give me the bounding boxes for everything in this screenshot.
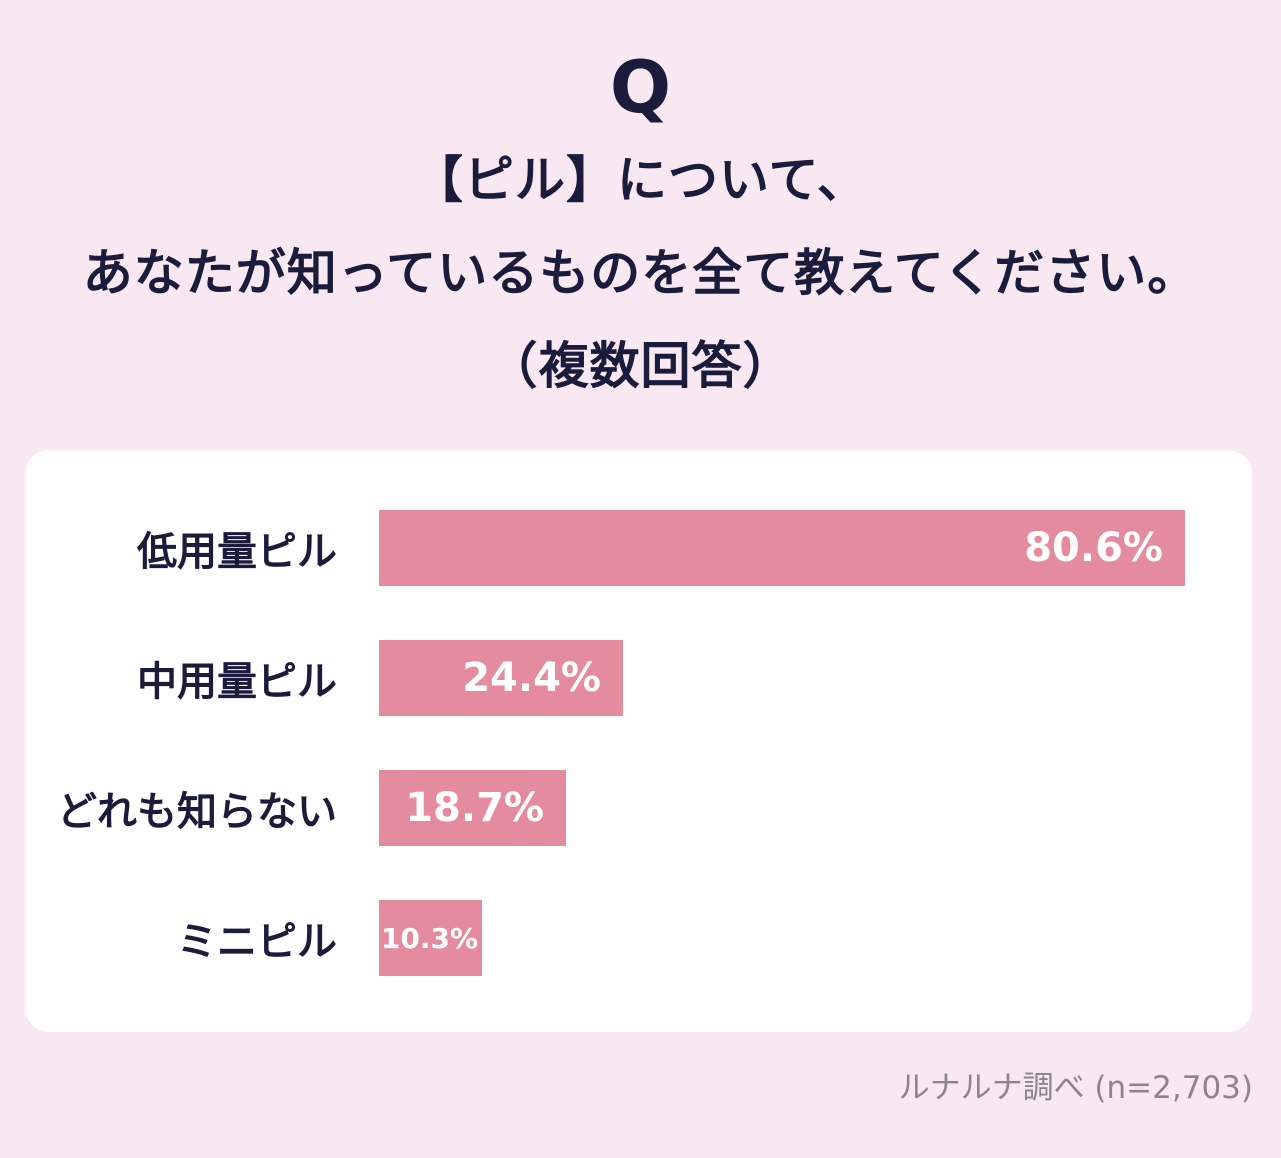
value-label: 10.3% xyxy=(380,921,478,955)
question-line-1: 【ピル】について、 xyxy=(413,151,868,209)
category-label: 中用量ピル xyxy=(137,659,337,705)
value-label: 18.7% xyxy=(405,785,544,831)
bar: 18.7% xyxy=(379,770,566,846)
value-label: 80.6% xyxy=(1024,525,1163,571)
bar: 24.4% xyxy=(379,640,623,716)
value-label: 24.4% xyxy=(462,655,601,701)
question-line-3: （複数回答） xyxy=(487,337,794,395)
bar-row: 低用量ピル 80.6% xyxy=(25,510,1252,586)
bar: 10.3% xyxy=(379,900,482,976)
bar-row: ミニピル 10.3% xyxy=(25,900,1252,976)
bar-row: どれも知らない 18.7% xyxy=(25,770,1252,846)
bar: 80.6% xyxy=(379,510,1185,586)
bar-chart: 低用量ピル 80.6% 中用量ピル 24.4% どれも知らない 18.7% ミニ… xyxy=(25,450,1252,976)
category-label: 低用量ピル xyxy=(137,529,337,575)
category-label: ミニピル xyxy=(177,919,337,965)
source-note: ルナルナ調べ (n=2,703) xyxy=(898,1070,1253,1106)
question-header: Q 【ピル】について、 あなたが知っているものを全て教えてください。 （複数回答… xyxy=(0,0,1281,413)
question-line-2: あなたが知っているものを全て教えてください。 xyxy=(82,244,1199,302)
bar-row: 中用量ピル 24.4% xyxy=(25,640,1252,716)
chart-card: 低用量ピル 80.6% 中用量ピル 24.4% どれも知らない 18.7% ミニ… xyxy=(25,450,1252,1032)
category-label: どれも知らない xyxy=(57,789,337,835)
q-mark: Q xyxy=(609,45,672,129)
